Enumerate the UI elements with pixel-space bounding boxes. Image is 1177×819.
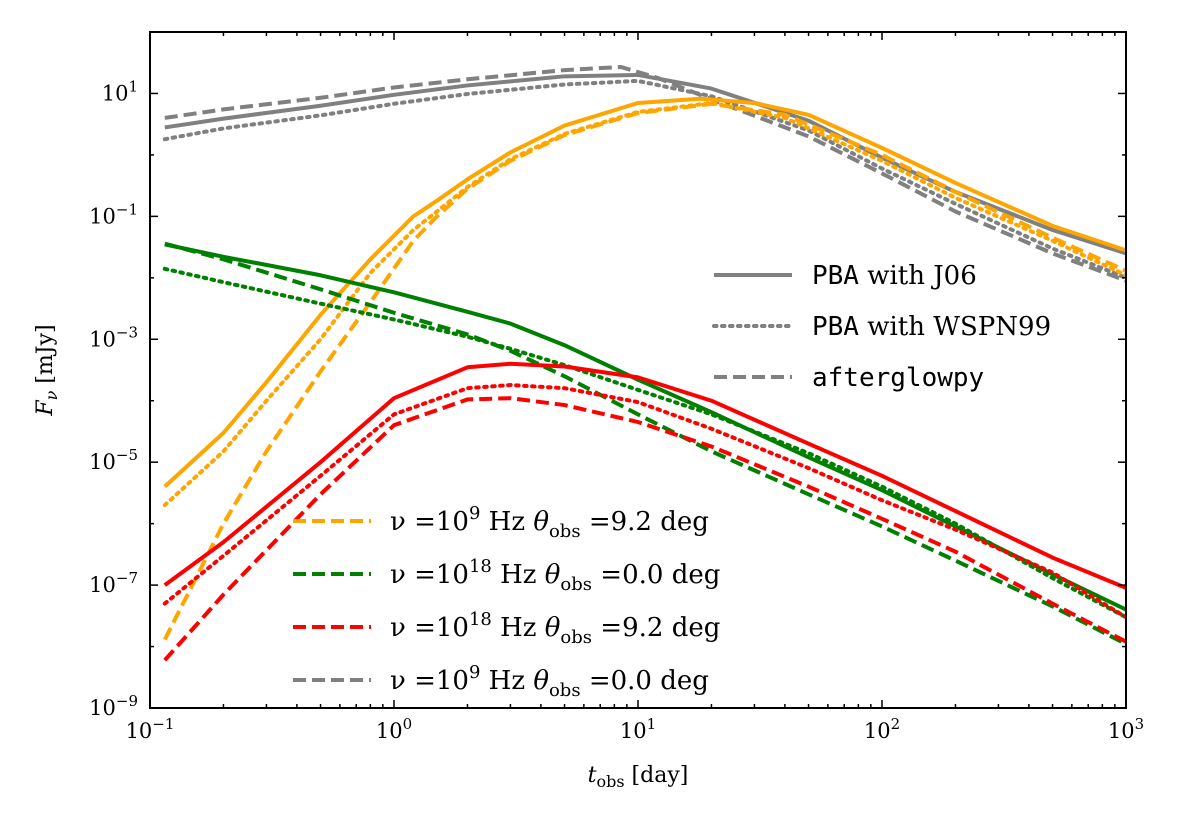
x-tick-label: 103 <box>1108 715 1144 743</box>
legend-hz: Hz <box>480 507 533 537</box>
tick-base: 10 <box>376 719 403 743</box>
axis-label-layer: tobs [day]Fν [mJy] <box>33 324 688 791</box>
tick-exponent: 1 <box>128 77 138 95</box>
tick-base: 10 <box>89 450 116 474</box>
x-tick-label: 102 <box>864 715 900 743</box>
legend-theta: θ <box>545 613 561 643</box>
series-line-solid-6 <box>164 242 1126 612</box>
legend-theta-sub: obs <box>560 627 592 648</box>
y-tick-label: 10−7 <box>89 569 138 597</box>
tick-base: 10 <box>89 696 116 720</box>
legend-theta-sub: obs <box>560 574 592 595</box>
tick-base: 10 <box>89 327 116 351</box>
legend-theta: θ <box>533 507 549 537</box>
x-tick-label: 100 <box>376 715 412 743</box>
tick-exponent: −5 <box>116 446 138 464</box>
tick-exponent: 2 <box>891 715 901 733</box>
legend-theta: θ <box>533 666 549 696</box>
x-axis-label-var: t <box>588 763 597 788</box>
legend-code: PBA <box>812 261 859 291</box>
color-legend-label: ν =109 Hz θobs =0.0 deg <box>390 662 709 701</box>
y-axis-label-sub: ν <box>42 390 61 400</box>
tick-exponent: −1 <box>152 715 174 733</box>
y-tick-label: 101 <box>102 77 138 105</box>
x-axis-label-sub: obs <box>596 772 624 791</box>
style-legend-label: afterglowpy <box>812 363 984 393</box>
tick-base: 10 <box>126 719 153 743</box>
color-legend-label: ν =1018 Hz θobs =0.0 deg <box>390 556 720 595</box>
series-line-dotted-1 <box>162 78 1126 280</box>
legend-value: =9.2 deg <box>592 613 720 643</box>
legend-nu: ν =10 <box>390 560 469 590</box>
x-axis-label-unit: [day] <box>625 763 689 788</box>
legend-nu-exp: 18 <box>469 609 492 630</box>
legend-nu: ν =10 <box>390 613 469 643</box>
tick-exponent: 3 <box>1135 715 1145 733</box>
style-legend-label: PBA with J06 <box>812 261 977 291</box>
x-tick-label: 10−1 <box>126 715 175 743</box>
y-tick-label: 10−5 <box>89 446 138 474</box>
y-axis-label: Fν [mJy] <box>33 324 61 416</box>
legend-value: =0.0 deg <box>592 560 720 590</box>
series-line-solid-3 <box>163 96 1126 489</box>
legend-nu-exp: 9 <box>469 662 480 683</box>
legend-value: =0.0 deg <box>581 666 709 696</box>
legend-nu-exp: 18 <box>469 556 492 577</box>
legend-code: afterglowpy <box>812 363 984 393</box>
legend-nu: ν =10 <box>390 507 469 537</box>
x-tick-label: 101 <box>620 715 656 743</box>
x-axis-label: tobs [day] <box>588 763 689 791</box>
series-line-dotted-10 <box>162 383 1126 620</box>
y-axis-label-unit: [mJy] <box>33 324 58 390</box>
legend-nu: ν =10 <box>390 666 469 696</box>
color-legend-label: ν =1018 Hz θobs =9.2 deg <box>390 609 720 648</box>
series-line-dashed-11 <box>163 396 1126 662</box>
legend-theta-sub: obs <box>549 680 581 701</box>
tick-base: 10 <box>864 719 891 743</box>
tick-exponent: −7 <box>116 569 138 587</box>
series-line-solid-9 <box>163 361 1126 590</box>
tick-exponent: 1 <box>647 715 657 733</box>
y-tick-label: 10−3 <box>89 323 138 351</box>
y-axis-label-var: F <box>33 400 58 417</box>
series-layer <box>162 64 1126 662</box>
y-tick-label: 10−9 <box>89 692 138 720</box>
tick-base: 10 <box>89 573 116 597</box>
tick-base: 10 <box>102 81 129 105</box>
legend-theta-sub: obs <box>549 521 581 542</box>
series-line-dashed-5 <box>163 101 1126 641</box>
color-legend-label: ν =109 Hz θobs =9.2 deg <box>390 503 709 542</box>
tick-exponent: −3 <box>116 323 138 341</box>
style-legend-label: PBA with WSPN99 <box>812 312 1051 342</box>
series-line-dotted-4 <box>162 100 1126 508</box>
tick-exponent: −9 <box>116 692 138 710</box>
legend-code: PBA <box>812 312 859 342</box>
legend-text: with J06 <box>859 261 977 291</box>
legend-theta: θ <box>545 560 561 590</box>
legend-nu-exp: 9 <box>469 503 480 524</box>
legend-value: =9.2 deg <box>581 507 709 537</box>
tick-base: 10 <box>1108 719 1135 743</box>
series-line-dotted-7 <box>162 266 1126 620</box>
tick-base: 10 <box>89 204 116 228</box>
legend-hz: Hz <box>492 560 545 590</box>
tick-exponent: −1 <box>116 200 138 218</box>
tick-exponent: 0 <box>403 715 413 733</box>
series-line-dashed-8 <box>164 241 1126 646</box>
tick-base: 10 <box>620 719 647 743</box>
legend-hz: Hz <box>492 613 545 643</box>
legend-hz: Hz <box>480 666 533 696</box>
y-tick-label: 10−1 <box>89 200 138 228</box>
series-line-dashed-2 <box>164 64 1126 283</box>
legend-text: with WSPN99 <box>859 312 1051 342</box>
